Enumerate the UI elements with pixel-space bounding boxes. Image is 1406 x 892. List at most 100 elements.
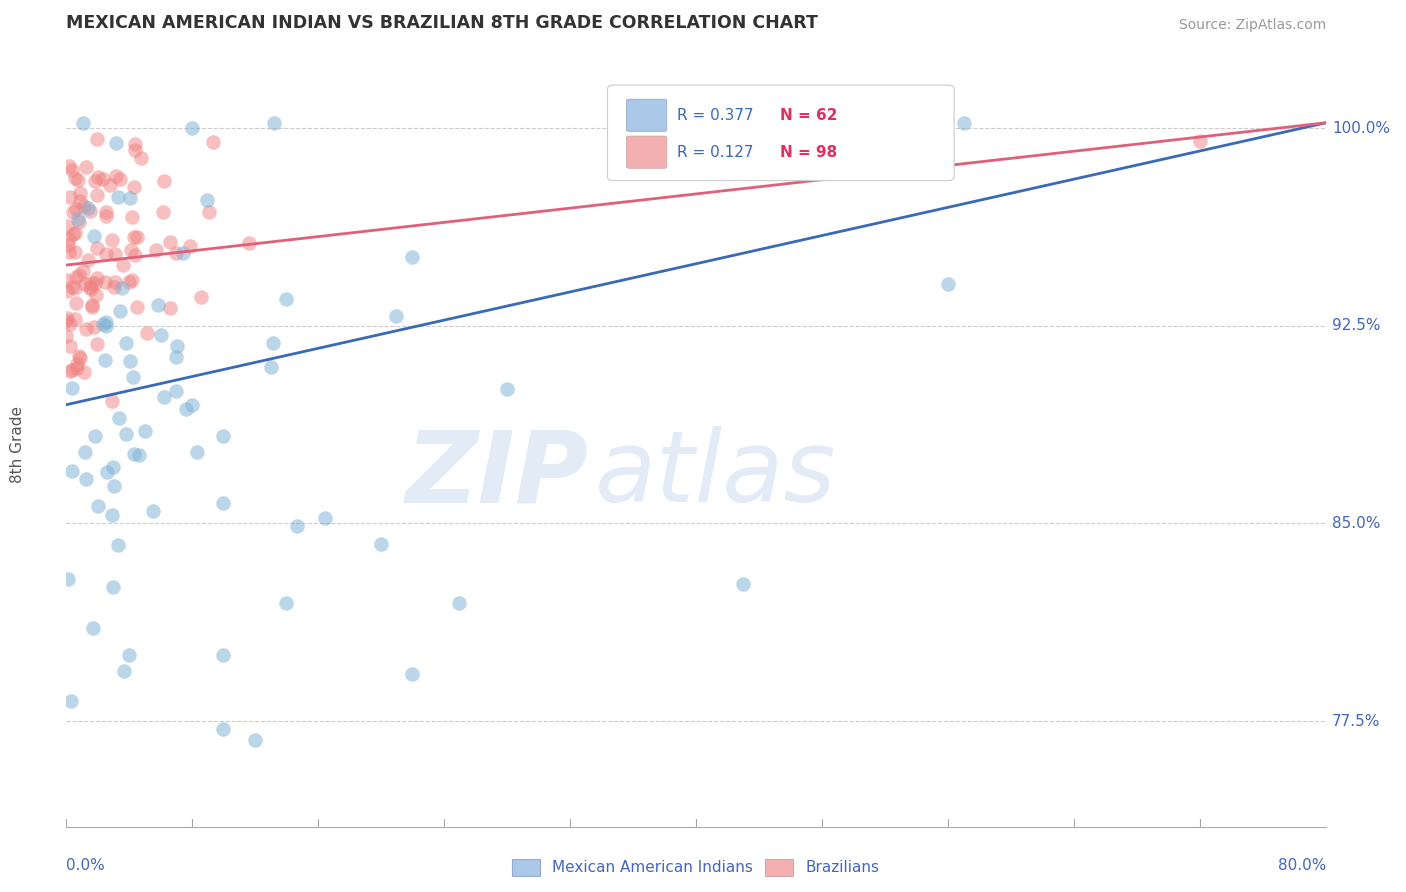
- Point: [55, 314, 77, 328]
- Point: [56, 219, 79, 234]
- Point: [103, 478, 125, 492]
- Point: [94, 247, 117, 261]
- Point: [145, 244, 167, 258]
- Point: [60, 465, 83, 479]
- Point: [128, 448, 150, 462]
- Point: [198, 204, 221, 219]
- Point: [79, 279, 101, 293]
- Point: [58, 318, 80, 332]
- Point: [60, 694, 83, 708]
- Point: [136, 326, 159, 340]
- FancyBboxPatch shape: [607, 85, 955, 181]
- Point: [67, 215, 90, 229]
- Point: [55, 272, 77, 286]
- Text: atlas: atlas: [595, 426, 837, 524]
- Point: [65, 226, 87, 240]
- Text: ZIP: ZIP: [405, 426, 589, 524]
- Point: [86, 336, 108, 351]
- Point: [150, 328, 173, 343]
- Point: [96, 465, 118, 479]
- Point: [314, 510, 336, 524]
- Point: [124, 179, 146, 194]
- Point: [86, 270, 108, 285]
- Point: [83, 173, 105, 187]
- Text: MEXICAN AMERICAN INDIAN VS BRAZILIAN 8TH GRADE CORRELATION CHART: MEXICAN AMERICAN INDIAN VS BRAZILIAN 8TH…: [66, 13, 817, 31]
- Point: [186, 444, 208, 458]
- Point: [101, 580, 124, 594]
- Point: [82, 298, 104, 312]
- FancyBboxPatch shape: [627, 99, 666, 131]
- Point: [84, 429, 107, 443]
- Point: [79, 203, 101, 218]
- Point: [276, 596, 298, 610]
- Point: [72, 116, 94, 130]
- Point: [165, 351, 187, 365]
- Point: [69, 194, 91, 208]
- Point: [124, 248, 146, 262]
- Point: [75, 277, 97, 292]
- Point: [66, 173, 89, 187]
- Point: [94, 276, 117, 290]
- Point: [190, 290, 212, 304]
- Text: N = 62: N = 62: [780, 108, 838, 123]
- Point: [100, 508, 122, 522]
- Point: [77, 252, 100, 267]
- Point: [134, 424, 156, 438]
- Point: [159, 301, 181, 315]
- Point: [62, 205, 84, 219]
- Point: [62, 227, 84, 241]
- Point: [401, 666, 423, 681]
- Point: [63, 244, 86, 259]
- Point: [63, 281, 86, 295]
- Point: [82, 622, 104, 636]
- Point: [148, 297, 170, 311]
- Text: 85.0%: 85.0%: [1333, 516, 1381, 531]
- Point: [86, 241, 108, 255]
- Point: [59, 190, 82, 204]
- FancyBboxPatch shape: [627, 136, 666, 169]
- Point: [936, 277, 959, 291]
- Point: [118, 276, 141, 290]
- Point: [101, 460, 124, 475]
- Point: [212, 648, 235, 663]
- Text: 8th Grade: 8th Grade: [10, 406, 25, 483]
- Point: [94, 318, 117, 333]
- Point: [159, 235, 181, 249]
- Point: [174, 401, 197, 416]
- Point: [238, 235, 260, 250]
- Point: [121, 210, 143, 224]
- Point: [165, 384, 187, 399]
- Text: 80.0%: 80.0%: [1278, 858, 1326, 873]
- Point: [58, 159, 80, 173]
- Point: [62, 280, 84, 294]
- Point: [75, 160, 97, 174]
- Point: [385, 309, 408, 323]
- Point: [66, 357, 89, 371]
- Text: R = 0.377: R = 0.377: [676, 108, 754, 123]
- Point: [56, 310, 79, 325]
- Point: [165, 245, 187, 260]
- Point: [63, 171, 86, 186]
- Point: [55, 328, 77, 343]
- Point: [58, 232, 80, 246]
- Point: [83, 320, 105, 334]
- Point: [952, 116, 974, 130]
- Point: [166, 338, 188, 352]
- Point: [121, 273, 143, 287]
- Point: [91, 172, 114, 186]
- Point: [287, 519, 309, 533]
- Point: [212, 429, 235, 443]
- Point: [86, 288, 108, 302]
- Point: [65, 202, 87, 217]
- Point: [60, 363, 83, 377]
- Point: [112, 664, 135, 678]
- Point: [114, 427, 136, 442]
- Point: [180, 120, 202, 135]
- Point: [103, 280, 125, 294]
- Point: [69, 268, 91, 282]
- Point: [181, 398, 204, 412]
- Legend: Mexican American Indians, Brazilians: Mexican American Indians, Brazilians: [506, 853, 886, 881]
- Point: [56, 238, 79, 252]
- Point: [104, 275, 127, 289]
- Point: [87, 499, 110, 513]
